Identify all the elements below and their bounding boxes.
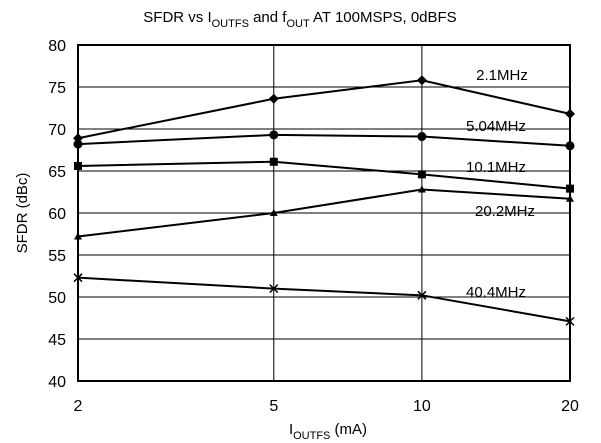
y-tick-label: 45 <box>48 332 66 349</box>
y-tick-label: 75 <box>48 80 66 97</box>
y-tick-label: 50 <box>48 290 66 307</box>
y-axis-ticks: 40 45 50 55 60 65 70 75 80 <box>48 38 66 391</box>
data-point-triangle <box>269 209 278 216</box>
series-line <box>77 276 571 323</box>
data-point-triangle <box>566 194 574 202</box>
series-layer <box>73 75 575 326</box>
plot-frame <box>77 44 571 382</box>
series-line <box>77 133 571 147</box>
y-tick-label: 70 <box>48 122 66 139</box>
series-label: 2.1MHz <box>476 67 528 84</box>
y-tick-label: 40 <box>48 374 66 391</box>
x-axis-ticks: 2 5 10 20 <box>74 398 579 415</box>
title-part-2: and f <box>249 9 287 26</box>
chart-title: SFDR vs IOUTFS and fOUT AT 100MSPS, 0dBF… <box>143 9 456 30</box>
data-point-circle <box>269 130 279 140</box>
data-point-x <box>73 273 83 283</box>
grid-lines <box>78 45 570 381</box>
x-axis-label: IOUTFS (mA) <box>289 421 367 442</box>
x-tick-label: 10 <box>413 398 431 415</box>
x-tick-label: 5 <box>269 398 278 415</box>
series-labels: 2.1MHz 5.04MHz 10.1MHz 20.2MHz 40.4MHz <box>466 67 535 301</box>
x-axis-label-suffix: (mA) <box>330 421 367 438</box>
data-point-triangle <box>74 232 82 240</box>
x-axis-label-sub: OUTFS <box>293 430 330 442</box>
data-point-x <box>269 284 279 294</box>
series-label: 5.04MHz <box>466 118 526 135</box>
x-tick-label: 2 <box>74 398 83 415</box>
y-tick-label: 65 <box>48 164 66 181</box>
data-point-x <box>565 316 575 326</box>
x-tick-label: 20 <box>561 398 579 415</box>
title-sub-1: OUTFS <box>212 18 249 30</box>
title-part-1: SFDR vs I <box>143 9 211 26</box>
data-point-circle <box>565 141 575 151</box>
data-point-triangle <box>417 185 426 193</box>
series-20.2MHz <box>74 185 574 240</box>
data-point-diamond <box>565 108 575 119</box>
data-point-square <box>74 161 82 170</box>
x-axis-label-main: I <box>289 421 293 438</box>
data-point-circle <box>417 132 427 142</box>
data-point-x <box>417 290 427 300</box>
data-point-circle <box>73 139 83 149</box>
series-line <box>77 79 571 140</box>
data-point-square <box>566 184 574 193</box>
title-part-3: AT 100MSPS, 0dBFS <box>310 9 457 26</box>
title-sub-2: OUT <box>286 18 310 30</box>
series-label: 20.2MHz <box>475 203 535 220</box>
y-tick-label: 55 <box>48 248 66 265</box>
series-40.4MHz <box>73 273 575 326</box>
series-line <box>77 188 571 238</box>
data-point-diamond <box>268 93 279 104</box>
series-label: 10.1MHz <box>466 159 526 176</box>
series-line <box>77 160 571 190</box>
y-tick-label: 60 <box>48 206 66 223</box>
data-point-square <box>269 157 278 166</box>
y-tick-label: 80 <box>48 38 66 55</box>
data-point-diamond <box>416 75 427 86</box>
series-10.1MHz <box>74 157 574 193</box>
data-point-square <box>417 170 426 179</box>
series-label: 40.4MHz <box>466 284 526 301</box>
y-axis-label: SFDR (dBc) <box>14 173 31 254</box>
series-5.04MHz <box>73 130 575 151</box>
